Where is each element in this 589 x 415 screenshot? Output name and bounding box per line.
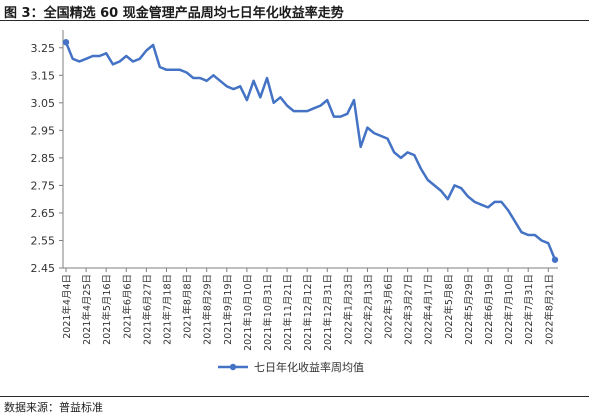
x-tick-label: 2022年1月23日 [342, 274, 354, 345]
chart-legend: 七日年化收益率周均值 [218, 360, 364, 374]
x-tick-label: 2022年7月31日 [523, 274, 535, 345]
bottom-rule [0, 396, 589, 397]
source-note: 数据来源：普益标准 [4, 401, 103, 414]
y-tick-label: 3.25 [31, 42, 56, 55]
x-tick-label: 2021年12月12日 [302, 274, 314, 351]
x-tick-label: 2022年5月29日 [463, 274, 475, 345]
x-tick-label: 2022年3月6日 [383, 274, 395, 339]
x-tick-label: 2021年12月31日 [322, 274, 334, 351]
x-tick-label: 2021年7月18日 [161, 274, 173, 345]
x-tick-label: 2021年8月8日 [182, 274, 194, 339]
x-tick-label: 2022年7月10日 [503, 274, 515, 345]
x-tick-label: 2021年5月16日 [101, 274, 113, 345]
data-point-start [62, 39, 70, 46]
x-tick-label: 2021年4月25日 [81, 274, 93, 345]
y-axis-ticks: 2.45 2.55 2.65 2.75 2.85 2.95 3.05 3.15 3.25 [31, 42, 63, 275]
legend-marker [229, 363, 237, 371]
x-tick-label: 2022年5月8日 [443, 274, 455, 339]
x-tick-label: 2021年9月19日 [222, 274, 234, 345]
x-tick-label: 2021年11月21日 [282, 274, 294, 351]
y-tick-label: 2.95 [31, 124, 56, 137]
top-rule [0, 20, 589, 21]
x-tick-label: 2022年4月17日 [423, 274, 435, 345]
y-tick-label: 2.85 [31, 152, 56, 165]
x-axis-ticks: 2021年4月4日 2021年4月25日 2021年5月16日 2021年6月6日 20… [61, 268, 555, 351]
x-tick-label: 2021年10月31日 [262, 274, 274, 351]
series-layer [62, 39, 559, 263]
figure-title: 图 3：全国精选 60 现金管理产品周均七日年化收益率走势 [4, 6, 344, 21]
y-tick-label: 2.55 [31, 234, 56, 247]
legend-label: 七日年化收益率周均值 [254, 360, 364, 374]
y-tick-label: 3.05 [31, 97, 56, 110]
y-tick-label: 2.65 [31, 207, 56, 220]
line-chart: 2.45 2.55 2.65 2.75 2.85 2.95 3.05 3.15 3.25 202… [31, 30, 559, 374]
x-tick-label: 2022年6月19日 [483, 274, 495, 345]
x-tick-label: 2022年3月27日 [403, 274, 415, 345]
chart-axes [62, 30, 558, 269]
x-tick-label: 2021年4月4日 [61, 274, 73, 339]
x-tick-label: 2021年10月10日 [242, 274, 254, 351]
y-tick-label: 2.45 [31, 262, 56, 275]
data-point-end [551, 256, 559, 263]
series-line [64, 41, 557, 261]
x-tick-label: 2021年8月29日 [202, 274, 214, 345]
y-tick-label: 3.15 [31, 69, 56, 82]
x-tick-label: 2021年6月27日 [141, 274, 153, 345]
y-tick-label: 2.75 [31, 179, 56, 192]
x-tick-label: 2021年6月6日 [121, 274, 133, 339]
x-tick-label: 2022年2月13日 [362, 274, 374, 345]
x-tick-label: 2022年8月21日 [543, 274, 555, 345]
